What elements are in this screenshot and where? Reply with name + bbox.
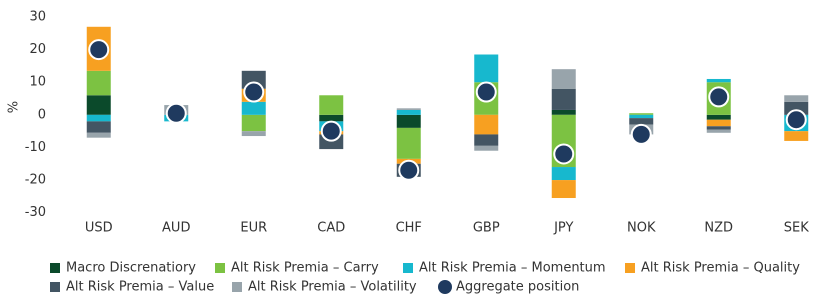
aggregate-point	[553, 143, 575, 165]
bar-segment	[396, 109, 421, 115]
y-tick-label: -10	[25, 140, 46, 155]
legend-label: Alt Risk Premia – Quality	[641, 261, 800, 276]
legend-swatch	[232, 282, 242, 292]
bar-segment	[784, 95, 809, 102]
legend-swatch	[403, 263, 413, 273]
legend-swatch	[625, 263, 635, 273]
x-tick-label: USD	[85, 221, 113, 236]
aggregate-point	[785, 109, 807, 131]
bar-segment	[784, 131, 809, 141]
x-tick-label: NOK	[627, 221, 656, 236]
bar-segment	[474, 114, 499, 135]
x-tick-label: NZD	[704, 221, 733, 236]
bar-segment	[396, 114, 421, 128]
aggregate-point	[630, 123, 652, 145]
legend-label: Macro Discrenatiory	[66, 261, 196, 276]
legend-label: Alt Risk Premia – Carry	[231, 261, 379, 276]
bar-segment	[706, 114, 731, 120]
bar-segment	[86, 114, 111, 122]
bar-segment	[396, 127, 421, 159]
bar-segment	[241, 101, 266, 115]
bar-segment	[706, 78, 731, 83]
aggregate-point	[475, 81, 497, 103]
bar-segment	[551, 109, 576, 115]
bar-segment	[629, 118, 654, 125]
bar-segment	[86, 70, 111, 96]
legend-label: Aggregate position	[456, 280, 579, 295]
bar-segment	[629, 113, 654, 115]
bar-segment	[706, 126, 731, 130]
x-tick-label: SEK	[784, 221, 809, 236]
legend-marker	[438, 280, 452, 294]
aggregate-point	[708, 86, 730, 108]
bar-segment	[706, 119, 731, 127]
bar-segment	[551, 180, 576, 199]
legend-swatch	[215, 263, 225, 273]
bar-segment	[241, 114, 266, 132]
bar-segment	[474, 54, 499, 83]
bar-segment	[474, 145, 499, 151]
x-tick-label: AUD	[162, 221, 190, 236]
aggregate-point	[320, 120, 342, 142]
y-tick-label: 10	[29, 75, 46, 90]
x-tick-label: CAD	[317, 221, 345, 236]
aggregate-point	[88, 39, 110, 61]
y-tick-label: -20	[25, 173, 46, 188]
y-tick-label: -30	[25, 205, 46, 220]
bar-segment	[86, 132, 111, 138]
bar-segment	[86, 95, 111, 115]
legend-label: Alt Risk Premia – Value	[66, 280, 214, 295]
bar-segment	[551, 88, 576, 110]
x-tick-label: JPY	[553, 221, 573, 236]
bar-segment	[706, 129, 731, 133]
bar-segment	[629, 114, 654, 119]
bar-segment	[86, 121, 111, 133]
bar-segment	[474, 134, 499, 146]
y-tick-label: 20	[29, 42, 46, 57]
bar-segment	[319, 95, 344, 115]
x-tick-label: CHF	[396, 221, 422, 236]
x-tick-label: GBP	[473, 221, 500, 236]
y-tick-label: 0	[38, 107, 46, 122]
bar-segment	[396, 108, 421, 110]
aggregate-point	[398, 159, 420, 181]
legend-label: Alt Risk Premia – Volatility	[248, 280, 417, 295]
bar-segment	[241, 131, 266, 137]
bar-segment	[319, 114, 344, 122]
legend-label: Alt Risk Premia – Momentum	[419, 261, 606, 276]
aggregate-point	[243, 81, 265, 103]
y-tick-label: 30	[29, 10, 46, 25]
legend-swatch	[50, 263, 60, 273]
x-tick-label: EUR	[240, 221, 267, 236]
legend-swatch	[50, 282, 60, 292]
y-axis-label: %	[7, 101, 22, 113]
bar-segment	[551, 167, 576, 181]
aggregate-point	[165, 102, 187, 124]
bar-segment	[551, 69, 576, 89]
